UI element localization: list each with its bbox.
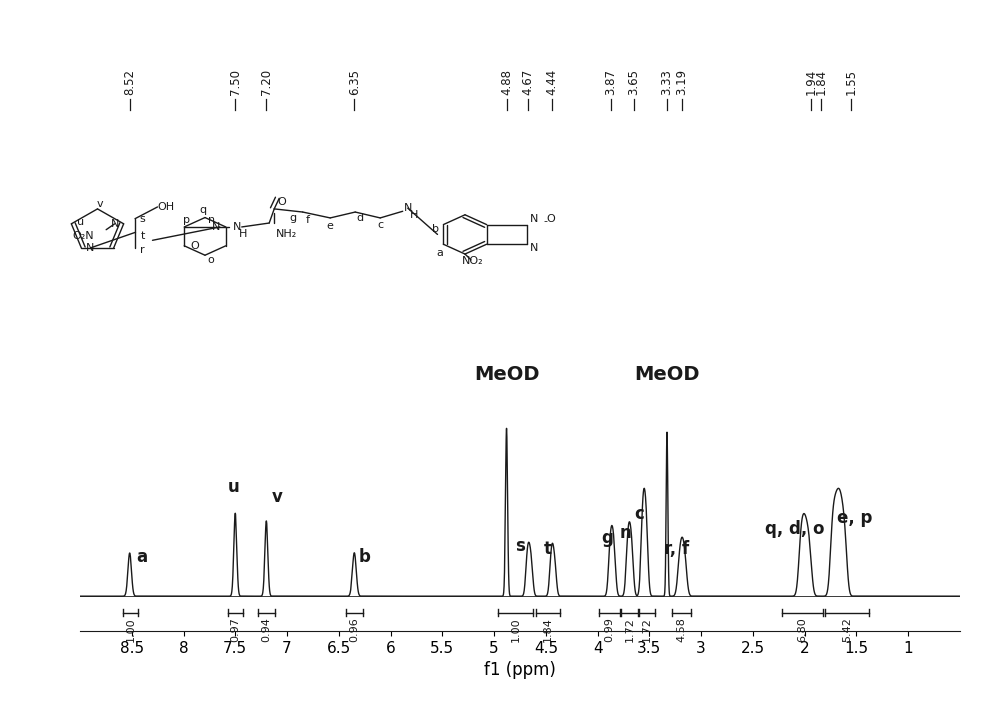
Text: 1.72: 1.72 <box>625 618 635 642</box>
Text: b: b <box>359 548 371 566</box>
Text: r: r <box>140 245 145 255</box>
Text: 0.99: 0.99 <box>605 618 615 642</box>
Text: N: N <box>404 203 412 213</box>
Text: N: N <box>530 243 538 253</box>
Text: s: s <box>140 214 145 224</box>
Text: NO₂: NO₂ <box>462 256 483 266</box>
Text: p: p <box>183 215 190 225</box>
Text: O₂N: O₂N <box>72 231 94 240</box>
Text: g: g <box>601 529 613 547</box>
Text: o: o <box>208 255 214 265</box>
Text: u: u <box>77 217 84 227</box>
Text: MeOD: MeOD <box>474 365 539 384</box>
Text: H: H <box>410 210 418 220</box>
Text: 4.58: 4.58 <box>677 618 687 642</box>
Text: N: N <box>211 222 220 232</box>
X-axis label: f1 (ppm): f1 (ppm) <box>484 661 556 679</box>
Text: 7.50: 7.50 <box>229 69 242 95</box>
Text: t: t <box>140 231 145 241</box>
Text: 1.00: 1.00 <box>511 618 521 642</box>
Text: s: s <box>515 537 525 554</box>
Text: n: n <box>620 524 631 542</box>
Text: 4.44: 4.44 <box>546 69 559 95</box>
Text: q: q <box>199 205 206 215</box>
Text: g: g <box>289 213 296 223</box>
Text: 6.80: 6.80 <box>798 618 808 642</box>
Text: 1.84: 1.84 <box>815 69 828 95</box>
Text: O: O <box>190 241 199 251</box>
Text: v: v <box>97 199 103 209</box>
Text: N: N <box>530 214 538 224</box>
Text: 3.33: 3.33 <box>661 69 674 95</box>
Text: f: f <box>306 215 310 225</box>
Text: 8.52: 8.52 <box>123 69 136 95</box>
Text: 7.20: 7.20 <box>260 69 273 95</box>
Text: 1.94: 1.94 <box>804 69 817 95</box>
Text: 3.65: 3.65 <box>627 69 640 95</box>
Text: 1.84: 1.84 <box>543 618 553 642</box>
Text: q, d, o: q, d, o <box>765 520 824 538</box>
Text: 1.00: 1.00 <box>126 618 136 642</box>
Text: 1.55: 1.55 <box>845 69 858 95</box>
Text: -: - <box>544 217 548 226</box>
Text: b: b <box>432 224 439 234</box>
Text: c: c <box>634 505 644 523</box>
Text: MeOD: MeOD <box>634 365 700 384</box>
Text: O: O <box>546 214 555 224</box>
Text: e, p: e, p <box>837 509 872 526</box>
Text: r, f: r, f <box>664 540 689 557</box>
Text: 0.97: 0.97 <box>230 618 240 642</box>
Text: 5.42: 5.42 <box>842 618 852 642</box>
Text: 1.72: 1.72 <box>642 618 652 642</box>
Text: 4.67: 4.67 <box>522 69 535 95</box>
Text: t: t <box>544 540 552 557</box>
Text: 4.88: 4.88 <box>500 69 513 95</box>
Text: 0.94: 0.94 <box>261 618 271 642</box>
Text: a: a <box>436 248 443 258</box>
Text: OH: OH <box>158 202 175 212</box>
Text: O: O <box>277 197 286 207</box>
Text: a: a <box>137 548 148 566</box>
Text: N: N <box>233 222 241 232</box>
Text: d: d <box>357 213 364 223</box>
Text: NH₂: NH₂ <box>276 229 297 238</box>
Text: c: c <box>377 219 383 230</box>
Text: N: N <box>86 243 95 253</box>
Text: v: v <box>271 487 282 505</box>
Text: N: N <box>110 219 119 229</box>
Text: 6.35: 6.35 <box>348 69 361 95</box>
Text: 0.96: 0.96 <box>349 618 359 642</box>
Text: 3.19: 3.19 <box>675 69 688 95</box>
Text: H: H <box>239 229 247 239</box>
Text: 3.87: 3.87 <box>605 69 618 95</box>
Text: u: u <box>227 478 239 496</box>
Text: n: n <box>208 215 215 225</box>
Text: e: e <box>327 221 334 231</box>
